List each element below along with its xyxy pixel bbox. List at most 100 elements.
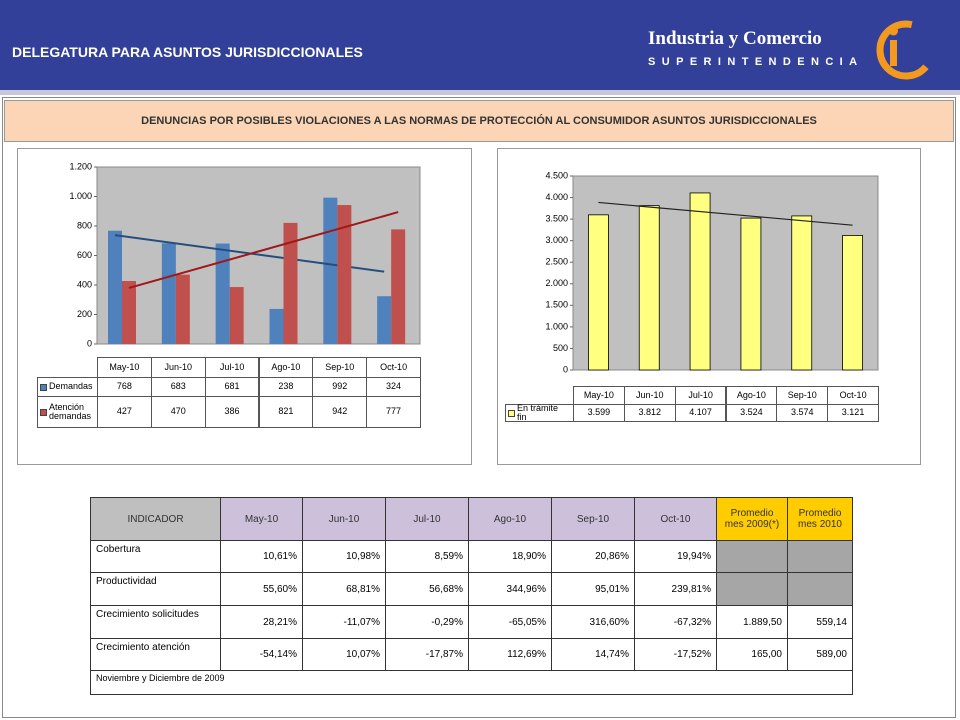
bar xyxy=(323,197,338,344)
row-label: Crecimiento atención xyxy=(90,638,221,671)
data-table-value: 324 xyxy=(366,377,421,397)
y-tick-label: 400 xyxy=(77,279,92,289)
data-table-value: 3.574 xyxy=(776,404,829,422)
plot-area xyxy=(572,175,879,371)
x-tick-label: Sep-10 xyxy=(776,386,829,405)
legend-label: Atención demandas xyxy=(49,401,92,421)
y-tick-label: 1.000 xyxy=(69,191,92,201)
table-footnote: Noviembre y Diciembre de 2009 xyxy=(90,670,853,695)
data-table-value: 4.107 xyxy=(674,404,727,422)
table-cell: -65,05% xyxy=(468,605,552,639)
y-tick-label: 500 xyxy=(553,343,568,353)
table-cell: 589,00 xyxy=(787,638,853,671)
table-cell: 1.889,50 xyxy=(716,605,788,639)
table-cell: 55,60% xyxy=(220,572,303,606)
data-table-value: 777 xyxy=(366,396,421,428)
table-cell: 18,90% xyxy=(468,540,552,573)
data-table-value: 768 xyxy=(97,377,152,397)
table-header: Sep-10 xyxy=(551,497,635,541)
logo-line1: Industria y Comercio xyxy=(648,28,822,49)
data-table-value: 992 xyxy=(312,377,368,397)
table-cell: 20,86% xyxy=(551,540,635,573)
data-table-value: 238 xyxy=(258,377,314,397)
x-tick-label: Ago-10 xyxy=(725,386,778,405)
table-header: Ago-10 xyxy=(468,497,552,541)
bar xyxy=(588,214,609,371)
bar xyxy=(638,205,660,371)
data-table-value: 3.121 xyxy=(827,404,879,422)
y-tick-label: 2.000 xyxy=(545,278,568,288)
bar xyxy=(689,192,711,371)
bar xyxy=(108,230,122,344)
data-table-value: 942 xyxy=(312,396,368,428)
bar xyxy=(283,222,298,344)
table-header: Promedio mes 2009(*) xyxy=(716,497,788,541)
bar xyxy=(740,217,762,371)
data-table-value: 386 xyxy=(204,396,260,428)
bar xyxy=(215,243,230,344)
data-table-value: 3.524 xyxy=(725,404,778,422)
y-tick-label: 4.500 xyxy=(545,170,568,180)
y-tick-label: 1.500 xyxy=(545,300,568,310)
x-tick-label: May-10 xyxy=(97,357,152,378)
y-tick-label: 3.000 xyxy=(545,235,568,245)
data-table-value: 821 xyxy=(258,396,314,428)
y-tick-label: 800 xyxy=(77,220,92,230)
y-tick-label: 200 xyxy=(77,309,92,319)
legend-swatch xyxy=(508,409,515,417)
legend-entry: Demandas xyxy=(37,377,98,397)
empty-cell xyxy=(787,572,853,606)
y-tick-label: 0 xyxy=(563,364,568,374)
legend-label: Demandas xyxy=(49,381,93,392)
x-tick-label: Jun-10 xyxy=(623,386,676,405)
table-cell: 19,94% xyxy=(634,540,717,573)
trend-line xyxy=(128,211,399,289)
table-cell: 10,98% xyxy=(302,540,386,573)
data-table-value: 3.599 xyxy=(573,404,625,422)
row-label: Crecimiento solicitudes xyxy=(90,605,221,639)
legend-entry: Atención demandas xyxy=(37,396,98,428)
banner: DENUNCIAS POR POSIBLES VIOLACIONES A LAS… xyxy=(4,100,954,142)
y-tick-label: 1.200 xyxy=(69,161,92,171)
table-header: Oct-10 xyxy=(634,497,717,541)
y-tick-label: 1.000 xyxy=(545,321,568,331)
row-label: Productividad xyxy=(90,572,221,606)
table-header: INDICADOR xyxy=(90,497,221,541)
bar xyxy=(337,205,352,344)
top-bar xyxy=(0,0,960,90)
table-cell: 112,69% xyxy=(468,638,552,671)
logo xyxy=(876,20,936,80)
x-tick-label: Jul-10 xyxy=(674,386,727,405)
table-cell: -17,52% xyxy=(634,638,717,671)
chart-box xyxy=(497,148,921,465)
x-tick-label: Oct-10 xyxy=(366,357,421,378)
frame xyxy=(2,97,956,718)
x-tick-label: May-10 xyxy=(573,386,625,405)
y-tick-label: 600 xyxy=(77,250,92,260)
table-cell: 10,61% xyxy=(220,540,303,573)
legend-label: En trámite fin xyxy=(517,402,559,422)
legend-swatch xyxy=(40,408,47,416)
y-tick-label: 4.000 xyxy=(545,192,568,202)
header-title: DELEGATURA PARA ASUNTOS JURISDICCIONALES xyxy=(12,44,363,60)
table-cell: -11,07% xyxy=(302,605,386,639)
table-cell: 95,01% xyxy=(551,572,635,606)
table-header: Promedio mes 2010 xyxy=(787,497,853,541)
table-cell: 68,81% xyxy=(302,572,386,606)
data-table-value: 470 xyxy=(150,396,206,428)
table-cell: 10,07% xyxy=(302,638,386,671)
table-cell: 56,68% xyxy=(385,572,469,606)
table-cell: 28,21% xyxy=(220,605,303,639)
table-cell: 165,00 xyxy=(716,638,788,671)
table-cell: 344,96% xyxy=(468,572,552,606)
bar xyxy=(175,274,190,344)
table-cell: 316,60% xyxy=(551,605,635,639)
legend-swatch xyxy=(40,383,47,391)
empty-cell xyxy=(787,540,853,573)
y-tick-label: 2.500 xyxy=(545,257,568,267)
data-table-value: 683 xyxy=(150,377,206,397)
data-table-value: 3.812 xyxy=(623,404,676,422)
x-tick-label: Ago-10 xyxy=(258,357,314,378)
